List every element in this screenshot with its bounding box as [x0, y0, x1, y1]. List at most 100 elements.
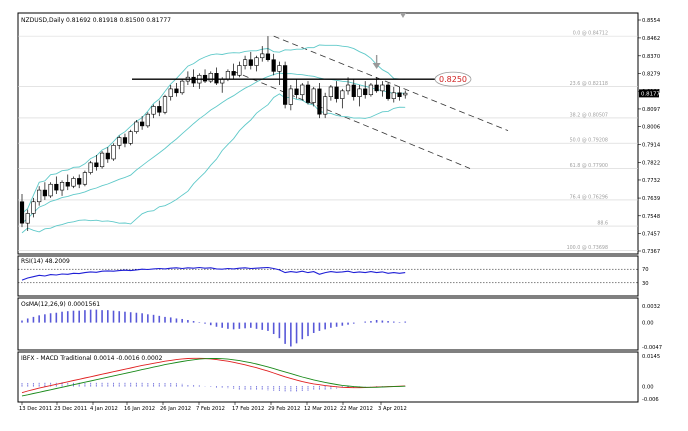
candle-body [242, 59, 248, 66]
x-tick-label: 13 Dec 2011 [19, 406, 52, 412]
candle-body [168, 88, 173, 97]
candle-body [31, 201, 36, 214]
x-tick-label: 3 Apr 2012 [378, 406, 407, 412]
price-tick-label: 0.7732 [642, 178, 660, 184]
candle-body [134, 121, 139, 133]
bollinger-lower-line [21, 93, 406, 234]
fib-level-label: 61.8 @ 0.77900 [570, 163, 608, 169]
candle-body [202, 74, 208, 82]
candle-body [37, 189, 42, 203]
candle-body [271, 59, 276, 72]
fib-level-label: 50.0 @ 0.79208 [570, 138, 608, 144]
price-tick-label: 0.8462 [642, 36, 660, 42]
macd-tick-label: -0.006 [642, 397, 659, 403]
osma-label: OsMA(12,26,9) 0.0001561 [21, 301, 100, 308]
candle-body [357, 88, 362, 97]
candle-body [397, 92, 402, 97]
x-tick-label: 29 Feb 2012 [268, 406, 300, 412]
x-tick-label: 4 Jan 2012 [90, 406, 118, 412]
osma-tick-label: 0.00 [642, 321, 654, 327]
price-tick-label: 0.7639 [642, 196, 660, 202]
current-price-box [639, 89, 659, 98]
candle-body [225, 71, 231, 80]
candle-body [300, 84, 305, 96]
candle-body [323, 96, 328, 115]
x-tick-label: 16 Jan 2012 [124, 406, 155, 412]
macd-signal-line [21, 358, 406, 397]
osma-pane-frame [17, 297, 639, 351]
candle-body [111, 145, 116, 160]
candle-body [231, 71, 236, 76]
candle-body [71, 178, 76, 187]
candle-body [157, 106, 162, 113]
price-tick-label: 0.8370 [642, 54, 660, 60]
candle-body [42, 189, 47, 197]
price-pane-frame [17, 12, 639, 255]
candle-body [117, 137, 122, 146]
price-header: NZDUSD,Daily 0.81692 0.81918 0.81500 0.8… [21, 17, 171, 24]
candle-body [294, 88, 299, 96]
price-tick-label: 0.8279 [642, 72, 660, 78]
fib-level-label: 76.4 @ 0.76296 [570, 194, 608, 200]
candle-body [77, 178, 82, 185]
candle-body [122, 137, 128, 144]
candle-body [380, 84, 385, 92]
osma-tick-label: -0.0047 [642, 345, 662, 351]
price-tick-label: 0.7548 [642, 214, 660, 220]
candle-body [214, 73, 219, 84]
candle-body [260, 53, 265, 59]
candle-body [48, 183, 53, 197]
current-price-label: 0.8177 [641, 92, 660, 98]
bollinger-middle-line [21, 72, 406, 224]
macd-tick-label: 0.0145 [642, 354, 660, 360]
candle-body [174, 88, 179, 94]
annotation-ellipse [434, 71, 472, 87]
chart-shift-marker [400, 13, 406, 18]
candle-body [88, 162, 93, 173]
candle-body [208, 73, 213, 82]
candle-body [128, 131, 133, 144]
price-tick-label: 0.7367 [642, 249, 660, 255]
rsi-tick-label: 30 [642, 281, 649, 287]
price-tick-label: 0.7914 [642, 143, 661, 149]
candle-body [328, 86, 333, 97]
candle-body [391, 92, 396, 99]
fib-level-label: 38.2 @ 0.80507 [570, 112, 608, 118]
fib-level-label: 100.0 @ 0.73698 [567, 245, 608, 251]
channel-lower-line [233, 71, 471, 169]
macd-tick-label: 0.00 [642, 384, 654, 390]
bollinger-upper-line [21, 44, 406, 214]
rsi-pane-frame [17, 255, 639, 297]
macd-main-line [21, 357, 406, 394]
candle-body [54, 183, 59, 191]
price-tick-label: 0.8097 [642, 107, 660, 113]
candle-body [140, 121, 145, 127]
rsi-line [21, 266, 406, 281]
candle-body [105, 152, 110, 160]
candle-body [191, 76, 196, 84]
candle-body [374, 84, 379, 92]
candle-body [180, 80, 185, 94]
candle-body [277, 65, 282, 72]
candle-body [311, 88, 316, 103]
candle-body [345, 84, 351, 92]
x-tick-label: 22 Mar 2012 [340, 406, 373, 412]
candle-body [65, 182, 70, 187]
candle-body [265, 53, 271, 61]
candle-body [19, 201, 25, 224]
candle-body [94, 162, 99, 168]
macd-pane-frame [17, 351, 639, 403]
candle-body [237, 65, 242, 76]
candle-body [334, 86, 339, 99]
candle-body [162, 96, 168, 113]
candle-body [317, 88, 322, 115]
candle-body [254, 57, 259, 66]
candle-body [25, 213, 30, 224]
x-tick-label: 23 Dec 2011 [54, 406, 87, 412]
price-tick-label: 0.8006 [642, 125, 660, 131]
rsi-tick-label: 70 [642, 267, 649, 273]
candle-body [283, 65, 288, 105]
candle-body [145, 113, 150, 127]
x-tick-label: 17 Feb 2012 [232, 406, 264, 412]
